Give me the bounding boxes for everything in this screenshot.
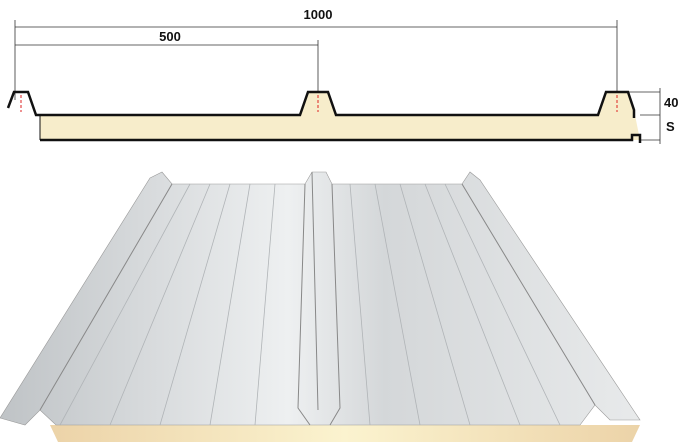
cross-section <box>6 90 642 143</box>
dimension-label: 1000 <box>304 7 333 22</box>
dimension-label: S <box>666 119 675 134</box>
dimension-lines <box>14 20 661 144</box>
dimension-label: 40 <box>664 95 678 110</box>
dimension-label: 500 <box>159 29 181 44</box>
panel-perspective <box>0 171 641 442</box>
